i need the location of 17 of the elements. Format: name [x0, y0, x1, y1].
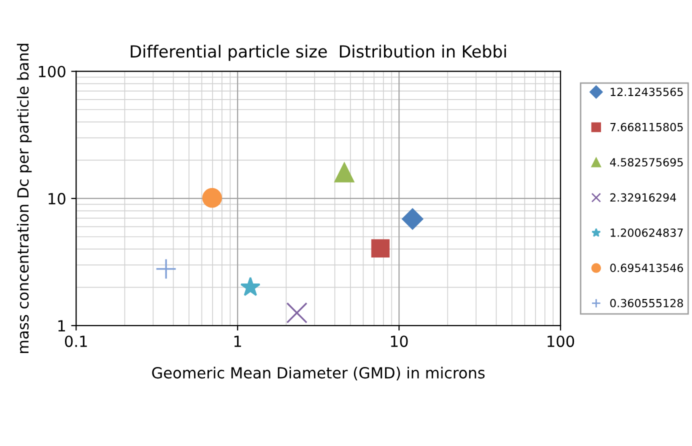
legend-label: 7.668115805: [610, 122, 683, 132]
y-tick-label: 100: [38, 66, 66, 78]
x-tick-label: 1: [234, 336, 242, 347]
legend-label: 4.582575695: [610, 158, 683, 166]
x-tick-label: 0.1: [64, 336, 87, 348]
y-tick-label: 1: [58, 320, 65, 332]
legend-label: 12.12435565: [610, 88, 683, 96]
x-tick-label: 10: [391, 336, 408, 348]
x-tick-label: 100: [548, 336, 574, 348]
legend-label: 2.32916294: [610, 193, 676, 202]
legend-label: 0.360555128: [610, 298, 683, 308]
y-tick-label: 10: [48, 192, 66, 204]
y-axis-title: mass concentration Dc per particle band: [16, 44, 32, 354]
chart-title: Differential particle size Distribution in Kebbi: [130, 44, 506, 61]
legend-label: 1.200624837: [610, 228, 683, 237]
x-axis-title: Geomeric Mean Diameter (GMD) in microns: [152, 366, 485, 380]
legend-label: 0.695413546: [610, 264, 684, 272]
